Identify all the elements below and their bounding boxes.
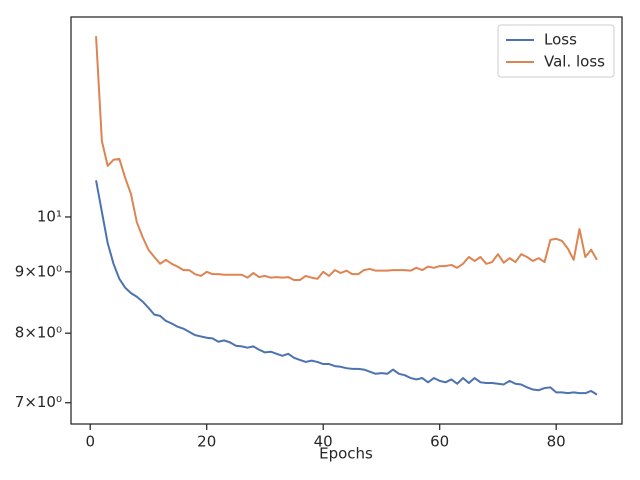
line-series	[95, 36, 598, 281]
x-tick-label: 60	[430, 433, 449, 451]
x-tick-label: 40	[314, 433, 333, 451]
line-series	[95, 180, 598, 396]
legend-box	[497, 24, 615, 78]
y-tick-label: 8×10⁰	[15, 324, 62, 342]
legend-label: Val. loss	[544, 53, 605, 71]
x-tick-label: 0	[85, 433, 95, 451]
y-tick-label: 10¹	[37, 207, 62, 225]
x-tick-label: 20	[197, 433, 216, 451]
legend-label: Loss	[544, 31, 577, 49]
legend: Loss Val. loss	[497, 24, 615, 78]
x-axis-label: Epochs	[319, 445, 373, 463]
y-tick-label: 9×10⁰	[15, 262, 62, 280]
x-tick-label: 80	[547, 433, 566, 451]
y-tick-label: 7×10⁰	[15, 393, 62, 411]
plot-frame	[70, 16, 623, 425]
